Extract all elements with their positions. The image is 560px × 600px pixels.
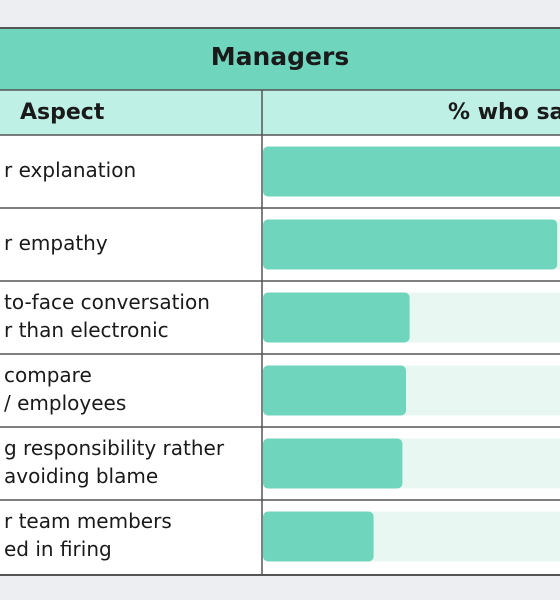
bar — [263, 438, 403, 489]
aspect-label: compare — [4, 363, 92, 387]
bar — [263, 219, 558, 270]
aspect-label: avoiding blame — [4, 464, 158, 488]
bar — [263, 511, 374, 562]
aspect-label: / employees — [4, 391, 126, 415]
aspect-label: r than electronic — [4, 318, 169, 342]
column-header: % who sa — [448, 100, 560, 125]
aspect-label: r empathy — [4, 231, 108, 255]
bar — [263, 365, 406, 416]
aspect-label: r team members — [4, 509, 172, 533]
aspect-label: to-face conversation — [4, 290, 210, 314]
title-row — [0, 28, 560, 90]
aspect-label: r explanation — [4, 158, 136, 182]
table-title: Managers — [211, 42, 349, 71]
aspect-label: g responsibility rather — [4, 436, 225, 460]
aspect-label: ed in firing — [4, 537, 112, 561]
header-row — [0, 90, 560, 135]
rows: r explanation r empathy to-face conversati… — [0, 146, 560, 562]
column-header: Aspect — [20, 100, 105, 125]
bar — [263, 146, 560, 197]
bar — [263, 292, 410, 343]
